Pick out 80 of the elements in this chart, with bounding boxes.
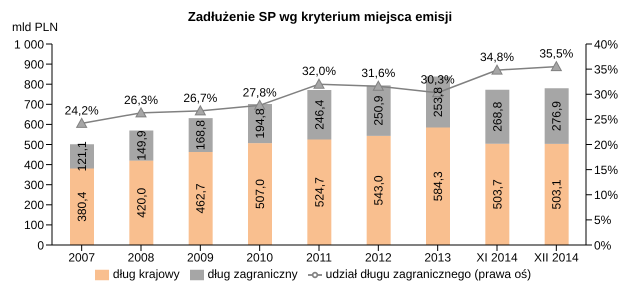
- bar: [544, 88, 569, 144]
- chart-title: Zadłużenie SP wg kryterium miejsca emisji: [188, 9, 452, 24]
- data-label: 32,0%: [302, 64, 336, 78]
- y-tick-label: 400: [24, 158, 44, 172]
- x-tick-label: 2008: [128, 250, 155, 265]
- bar: [426, 128, 450, 245]
- x-tick-label: 2010: [246, 250, 274, 265]
- y-tick-label: 900: [24, 57, 44, 72]
- data-label: 27,8%: [242, 85, 278, 100]
- legend-label: dług krajowy: [112, 267, 180, 281]
- bar: [188, 152, 213, 245]
- data-label: 24,2%: [64, 103, 100, 118]
- y-tick-label: 600: [24, 118, 44, 132]
- data-label: 30,3%: [420, 72, 456, 87]
- y-tick-label: 500: [24, 138, 44, 152]
- y2-tick-label: 10%: [594, 188, 618, 202]
- y2-tick-label: 30%: [594, 88, 618, 102]
- data-label: 380,4: [75, 191, 89, 222]
- y2-tick-label: 5%: [594, 213, 612, 228]
- y2-tick-label: 15%: [594, 162, 618, 177]
- data-label: 149,9: [134, 130, 148, 161]
- y2-tick-label: 0%: [594, 238, 612, 252]
- bar: [544, 144, 569, 245]
- y-tick-label: 200: [24, 198, 44, 212]
- y2-tick-label: 35%: [594, 62, 618, 76]
- data-label: 34,8%: [480, 50, 514, 64]
- bar: [485, 90, 510, 144]
- data-label: 503,1: [550, 179, 564, 210]
- bar: [485, 144, 510, 245]
- point: [76, 118, 88, 128]
- bar: [307, 140, 332, 245]
- bar: [129, 160, 154, 245]
- bar: [366, 136, 391, 245]
- x-tick-label: XII 2014: [534, 250, 580, 265]
- y2-tick-label: 20%: [594, 138, 618, 152]
- point: [194, 105, 206, 116]
- data-label: 168,8: [194, 120, 208, 150]
- point: [136, 107, 146, 118]
- data-label: 26,7%: [183, 90, 218, 105]
- point: [254, 100, 266, 110]
- bar: [248, 143, 272, 245]
- y-tick-label: 100: [24, 218, 44, 232]
- data-label: 268,8: [490, 101, 504, 132]
- data-label: 35,5%: [539, 46, 574, 61]
- legend-label: udział długu zagranicznego (prawa oś): [326, 267, 532, 281]
- y-axis-title: mld PLN: [12, 20, 58, 34]
- point: [550, 61, 562, 72]
- x-tick-label: 2012: [364, 250, 392, 265]
- y-tick-label: 1 000: [14, 37, 44, 52]
- y-tick-label: 800: [24, 77, 44, 92]
- data-label: 194,8: [253, 108, 267, 139]
- data-label: 246,4: [312, 99, 326, 130]
- y2-tick-label: 40%: [594, 37, 618, 52]
- data-label: 503,7: [490, 179, 504, 210]
- point: [492, 64, 502, 75]
- data-label: 26,3%: [124, 92, 158, 107]
- x-tick-label: 2013: [424, 250, 452, 265]
- y2-tick-label: 25%: [594, 112, 618, 127]
- data-label: 253,8: [431, 86, 445, 118]
- data-label: 420,0: [134, 187, 148, 218]
- data-label: 276,9: [550, 100, 564, 132]
- x-tick-label: 2007: [68, 250, 96, 265]
- x-tick-label: XI 2014: [476, 250, 518, 265]
- data-label: 524,7: [312, 176, 326, 208]
- point: [314, 78, 324, 89]
- y-tick-label: 0: [37, 238, 44, 252]
- data-label: 507,0: [253, 178, 267, 210]
- x-tick-label: 2009: [186, 250, 214, 265]
- data-label: 121,1: [75, 141, 89, 172]
- bar: [70, 168, 94, 245]
- data-label: 462,7: [194, 183, 208, 214]
- legend-label: dług zagraniczny: [208, 267, 298, 281]
- data-label: 584,3: [431, 170, 445, 202]
- data-label: 250,9: [372, 95, 386, 126]
- data-label: 543,0: [372, 175, 386, 206]
- data-label: 31,6%: [361, 66, 396, 80]
- y-tick-label: 300: [24, 178, 44, 192]
- point: [372, 80, 384, 91]
- x-tick-label: 2011: [306, 250, 332, 265]
- y-tick-label: 700: [24, 98, 44, 112]
